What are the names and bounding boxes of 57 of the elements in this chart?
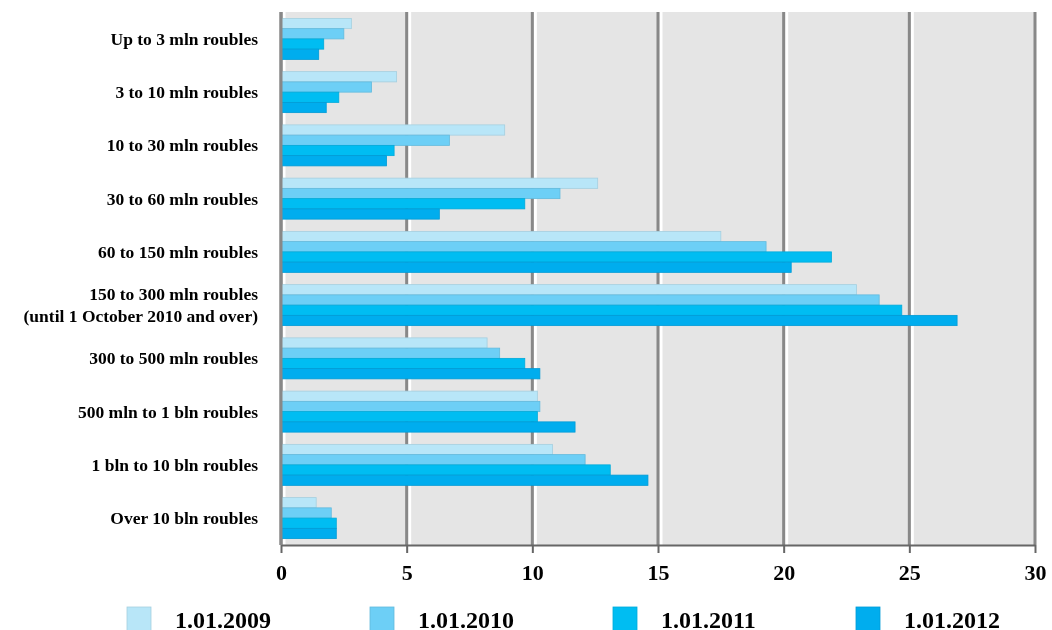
bar [280, 187, 561, 200]
bar [280, 347, 501, 359]
bar [280, 357, 526, 370]
bar [280, 411, 538, 423]
bar [280, 91, 340, 103]
bar [280, 48, 320, 60]
x-tick-label: 30 [1024, 560, 1047, 586]
bar [280, 314, 958, 327]
bar [280, 294, 880, 306]
bar [280, 368, 541, 380]
legend-label: 1.01.2011 [661, 607, 756, 630]
bar [280, 517, 337, 529]
bar [280, 81, 372, 93]
bar [280, 230, 722, 243]
y-tick-label: 10 to 30 mln roubles [106, 135, 259, 156]
y-tick-label: 150 to 300 mln roubles (until 1 October 2010 and over) [23, 284, 259, 327]
x-tick-label: 20 [773, 560, 796, 586]
bar [280, 71, 398, 83]
bar [280, 337, 488, 349]
bar [280, 284, 857, 296]
bar [280, 527, 337, 540]
bar [280, 241, 767, 253]
bar [280, 134, 450, 146]
legend-label: 1.01.2010 [418, 607, 514, 630]
bar [280, 454, 586, 466]
bar [280, 304, 903, 316]
y-tick-label: 500 mln to 1 bln roubles [77, 401, 259, 422]
y-tick-label: Over 10 bln roubles [110, 508, 259, 529]
y-tick-label: 3 to 10 mln roubles [115, 82, 259, 103]
x-tick-label: 15 [647, 560, 670, 586]
bar [280, 101, 327, 114]
bar [280, 144, 395, 157]
x-tick-label: 0 [276, 560, 287, 586]
y-tick-label: Up to 3 mln roubles [110, 28, 259, 49]
bar [280, 155, 387, 167]
bar [280, 443, 553, 456]
bar [280, 28, 345, 40]
legend-label: 1.01.2009 [175, 607, 271, 630]
bar [280, 474, 649, 486]
y-tick-label: 60 to 150 mln roubles [97, 241, 259, 262]
bar [280, 464, 611, 476]
x-tick-label: 10 [521, 560, 544, 586]
legend-label: 1.01.2012 [904, 607, 1000, 630]
bar [280, 198, 526, 210]
x-tick-label: 5 [401, 560, 413, 586]
bar [280, 400, 541, 413]
bar [280, 261, 792, 273]
bar [280, 177, 599, 189]
bar [280, 208, 440, 220]
bar [280, 390, 538, 402]
y-tick-label: 30 to 60 mln roubles [106, 188, 259, 209]
bar [280, 124, 506, 136]
y-tick-label: 1 bln to 10 bln roubles [91, 454, 259, 475]
bar [280, 251, 832, 263]
y-tick-label: 300 to 500 mln roubles [89, 348, 259, 369]
x-tick-label: 25 [898, 560, 921, 586]
bar [280, 421, 576, 433]
